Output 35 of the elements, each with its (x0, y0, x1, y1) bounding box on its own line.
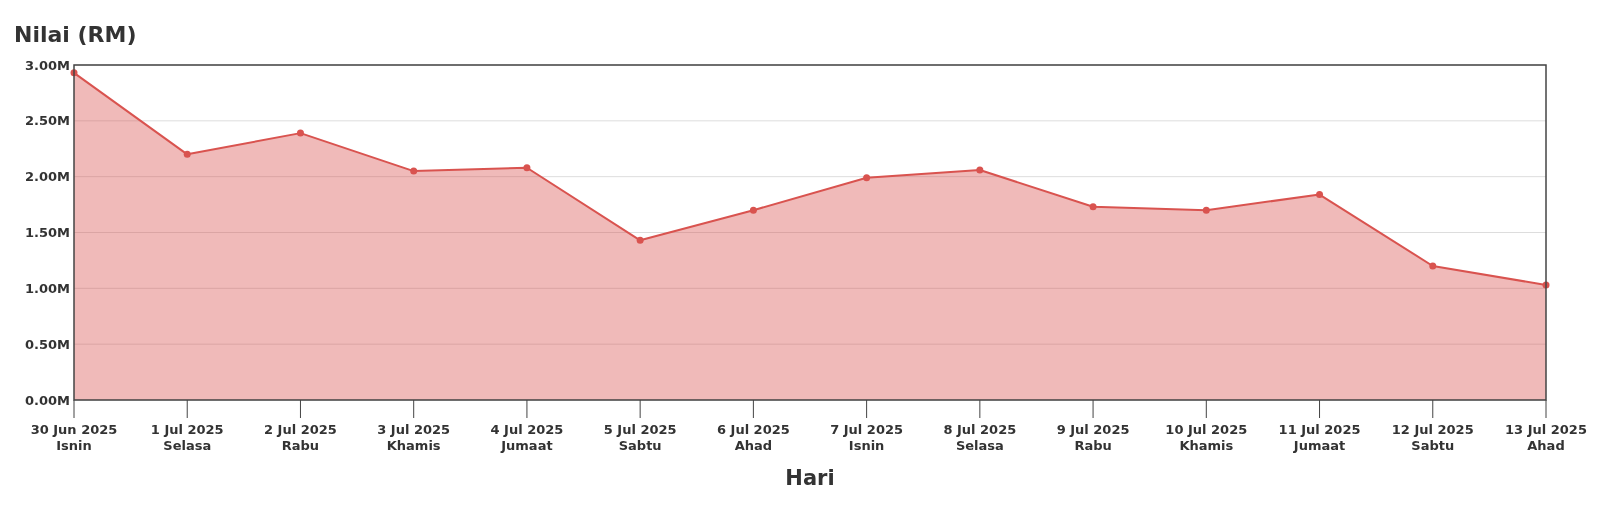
point (636, 236, 644, 244)
point (1429, 262, 1437, 270)
x-tick-label: 4 Jul 2025 Jumaat (490, 422, 564, 453)
point (749, 206, 757, 214)
point (183, 150, 191, 158)
x-tick-label: 12 Jul 2025 Sabtu (1391, 422, 1474, 453)
point (296, 129, 304, 137)
x-tick-label: 10 Jul 2025 Khamis (1165, 422, 1248, 453)
x-tick-label: 7 Jul 2025 Isnin (830, 422, 904, 453)
y-tick-label: 1.50M (24, 225, 70, 241)
point (523, 164, 531, 172)
x-tick-label: 9 Jul 2025 Rabu (1056, 422, 1130, 453)
x-axis-title: Hari (785, 466, 835, 490)
x-tick-label: 8 Jul 2025 Selasa (943, 422, 1017, 453)
y-tick-label: 3.00M (24, 57, 70, 73)
point (976, 166, 984, 174)
x-tick-label: 30 Jun 2025 Isnin (30, 422, 118, 453)
point (410, 167, 418, 175)
y-tick-label: 0.50M (24, 336, 70, 352)
x-tick-label: 2 Jul 2025 Rabu (264, 422, 337, 453)
y-tick-label: 2.50M (24, 113, 70, 129)
y-tick-label: 2.00M (24, 169, 70, 185)
point (1202, 206, 1210, 214)
x-tick-label: 11 Jul 2025 Jumaat (1278, 422, 1361, 453)
point (1089, 203, 1097, 211)
y-tick-label: 1.00M (24, 280, 70, 296)
x-tick-label: 5 Jul 2025 Sabtu (603, 422, 677, 453)
x-tick-label: 1 Jul 2025 Selasa (150, 422, 224, 453)
point (863, 174, 871, 182)
x-tick-label: 3 Jul 2025 Khamis (377, 422, 451, 453)
x-tick-label: 13 Jul 2025 Ahad (1505, 422, 1587, 453)
x-tick-label: 6 Jul 2025 Ahad (716, 422, 790, 453)
point (1316, 191, 1324, 199)
chart-title: Nilai (RM) (14, 22, 137, 47)
y-tick-label: 0.00M (24, 392, 70, 408)
